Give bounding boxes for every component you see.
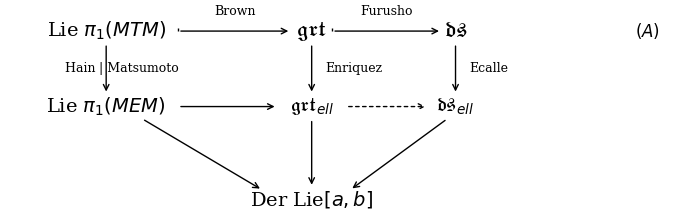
Text: Ecalle: Ecalle	[469, 62, 508, 75]
Text: $(A)$: $(A)$	[635, 21, 660, 41]
Text: $\mathfrak{grt}_{ell}$: $\mathfrak{grt}_{ell}$	[290, 96, 334, 117]
Text: | Matsumoto: | Matsumoto	[99, 62, 179, 75]
Text: $\mathfrak{grt}$: $\mathfrak{grt}$	[296, 20, 327, 43]
Text: Furusho: Furusho	[361, 5, 413, 18]
Text: $\mathfrak{ds}$: $\mathfrak{ds}$	[444, 20, 467, 42]
Text: Lie $\pi_1(MTM)$: Lie $\pi_1(MTM)$	[47, 20, 166, 42]
Text: Der Lie$[a,b]$: Der Lie$[a,b]$	[250, 189, 373, 210]
Text: Enriquez: Enriquez	[325, 62, 382, 75]
Text: Hain: Hain	[65, 62, 99, 75]
Text: Lie $\pi_1(MEM)$: Lie $\pi_1(MEM)$	[47, 95, 166, 118]
Text: Brown: Brown	[214, 5, 256, 18]
Text: $\mathfrak{ds}_{ell}$: $\mathfrak{ds}_{ell}$	[436, 96, 475, 117]
